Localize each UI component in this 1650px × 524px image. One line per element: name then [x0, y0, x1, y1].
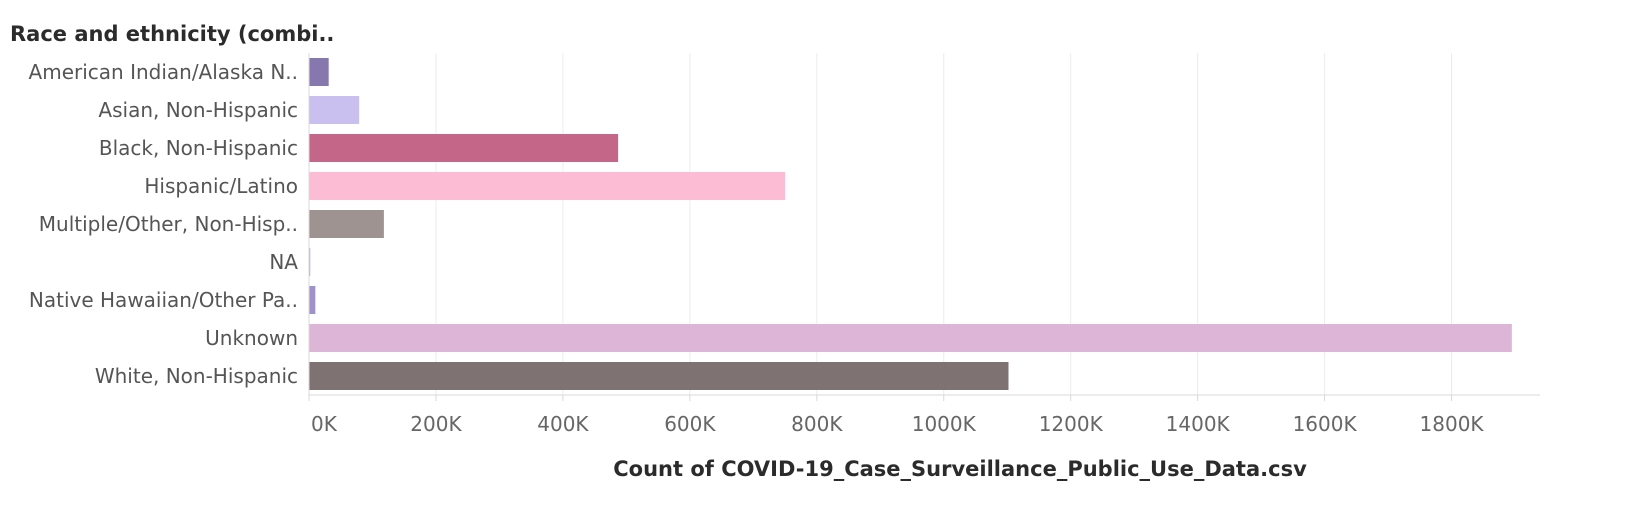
category-label: NA — [269, 250, 298, 274]
bar — [309, 324, 1512, 352]
x-tick-label: 600K — [664, 412, 716, 436]
bar — [309, 96, 360, 124]
x-tick-label: 1600K — [1293, 412, 1358, 436]
row-header: Race and ethnicity (combi.. — [10, 22, 335, 46]
bar — [309, 210, 384, 238]
category-label: White, Non-Hispanic — [95, 364, 298, 388]
bar — [309, 58, 329, 86]
bar — [309, 248, 311, 276]
x-tick-label: 1400K — [1166, 412, 1231, 436]
x-axis-title: Count of COVID-19_Case_Surveillance_Publ… — [0, 457, 1650, 481]
category-label: Native Hawaiian/Other Pa.. — [29, 288, 298, 312]
bar — [309, 362, 1009, 390]
x-tick-label: 0K — [311, 412, 338, 436]
x-tick-label: 1200K — [1039, 412, 1104, 436]
chart-plot: American Indian/Alaska N.. Asian, Non-His… — [29, 53, 1540, 436]
x-tick-label: 400K — [537, 412, 589, 436]
bar — [309, 286, 316, 314]
bar — [309, 172, 786, 200]
x-tick-label: 1800K — [1420, 412, 1485, 436]
category-label: Multiple/Other, Non-Hisp.. — [39, 212, 298, 236]
bar — [309, 134, 619, 162]
category-label: Hispanic/Latino — [144, 174, 298, 198]
x-tick-label: 800K — [791, 412, 843, 436]
category-label: Black, Non-Hispanic — [99, 136, 298, 160]
category-label: Asian, Non-Hispanic — [98, 98, 298, 122]
category-label: Unknown — [205, 326, 298, 350]
x-tick-label: 200K — [410, 412, 462, 436]
category-label: American Indian/Alaska N.. — [29, 60, 298, 84]
x-tick-label: 1000K — [912, 412, 977, 436]
x-axis-title-text: Count of COVID-19_Case_Surveillance_Publ… — [613, 457, 1307, 481]
